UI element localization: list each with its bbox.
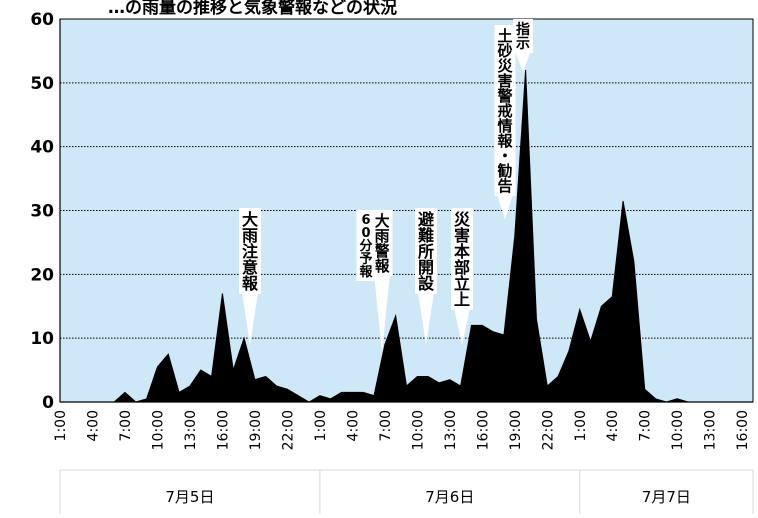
x-tick-label: 22:00	[280, 410, 296, 450]
annotation-box	[371, 210, 393, 276]
annotation-label: 6 0 分予報	[359, 213, 373, 280]
y-tick-label: 40	[30, 138, 54, 158]
annotation-box	[239, 208, 261, 294]
x-tick-label: 4:00	[605, 410, 621, 441]
x-tick-label: 4:00	[85, 410, 101, 441]
annotation-pointer	[242, 292, 258, 345]
y-tick-label: 20	[30, 265, 54, 285]
x-tick-label: 7:00	[118, 410, 134, 441]
date-label: 7月7日	[642, 488, 691, 506]
annotation-box	[415, 208, 437, 294]
x-tick-label: 1:00	[313, 410, 329, 441]
annotation-box	[451, 208, 473, 310]
x-tick-label: 16:00	[735, 410, 751, 450]
x-tick-label: 22:00	[540, 410, 556, 450]
x-tick-label: 7:00	[378, 410, 394, 441]
x-tick-label: 13:00	[443, 410, 459, 450]
annotation-label: 避難所開設	[418, 210, 435, 293]
annotation-label: 大雨警報	[373, 212, 390, 275]
annotation-pointer	[515, 51, 531, 72]
x-tick-label: 19:00	[248, 410, 264, 450]
annotation-label: 大雨注意報	[242, 210, 259, 293]
chart-header-partial: …の雨量の推移と気象警報などの状況	[108, 0, 397, 18]
x-tick-label: 10:00	[150, 410, 166, 450]
x-tick-label: 1:00	[53, 410, 69, 441]
x-tick-label: 13:00	[183, 410, 199, 450]
annotation-label: 災害本部立上	[454, 210, 471, 309]
y-tick-label: 10	[30, 329, 54, 349]
annotation-pointer	[418, 292, 434, 345]
annotation-pointer	[374, 274, 390, 352]
y-tick-label: 0	[42, 393, 54, 413]
y-tick-label: 50	[30, 74, 54, 94]
x-tick-label: 16:00	[475, 410, 491, 450]
y-tick-label: 30	[30, 202, 54, 222]
date-label: 7月6日	[425, 488, 474, 506]
annotation-label: 土砂災害警戒情報・勧告	[496, 27, 513, 195]
x-tick-label: 1:00	[573, 410, 589, 441]
x-tick-label: 19:00	[508, 410, 524, 450]
annotation-pointer	[497, 194, 513, 220]
x-tick-label: 10:00	[670, 410, 686, 450]
x-tick-label: 13:00	[703, 410, 719, 450]
x-tick-label: 16:00	[215, 410, 231, 450]
annotation-label: 指示	[516, 21, 530, 52]
annotation-box	[356, 210, 376, 281]
date-label: 7月5日	[165, 488, 214, 506]
x-tick-label: 7:00	[638, 410, 654, 441]
rainfall-area-series	[60, 70, 753, 403]
annotation-box	[494, 25, 516, 196]
x-tick-label: 10:00	[410, 410, 426, 450]
y-tick-label: 60	[30, 10, 54, 30]
annotation-pointer	[454, 308, 470, 345]
x-tick-label: 4:00	[345, 410, 361, 441]
annotation-box	[513, 19, 533, 53]
